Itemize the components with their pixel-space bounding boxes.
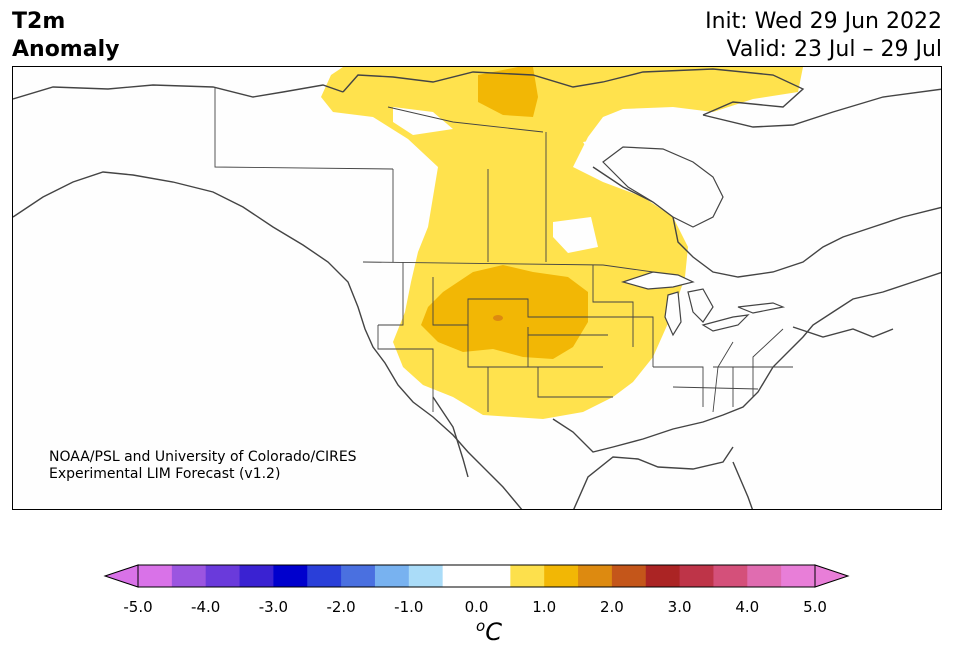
colorbar-cell [273,565,308,587]
colorbar-cell [713,565,748,587]
colorbar-cell [408,565,444,587]
colorbar-cell [239,565,274,587]
colorbar-cell [578,565,613,587]
colorbar-tick-label: 3.0 [667,598,692,616]
init-date: Init: Wed 29 Jun 2022 [705,9,942,34]
credit-line-1: NOAA/PSL and University of Colorado/CIRE… [49,449,357,465]
colorbar-cell [205,565,241,587]
hudson-bay [602,146,724,228]
anomaly-region-strong [493,315,503,321]
colorbar-cell [476,565,511,587]
colorbar-cell [645,565,681,587]
credit-line-2: Experimental LIM Forecast (v1.2) [49,466,281,482]
colorbar-tick-label: 2.0 [599,598,624,616]
colorbar-under-arrow [103,564,139,588]
borders [214,87,793,413]
colorbar-unit: oC [476,617,502,646]
degree-sup: o [476,617,486,635]
colorbar-cell [307,565,342,587]
colorbar-cell [138,565,173,587]
anomaly-gap [393,107,453,135]
colorbar-tick-label: -3.0 [258,598,289,616]
colorbar-border [137,564,816,588]
colorbar-tick-label: 5.0 [803,598,827,616]
coastlines [13,68,941,509]
title-line-1: T2m [12,9,66,34]
map-title: T2m Anomaly [12,8,119,64]
date-info: Init: Wed 29 Jun 2022 Valid: 23 Jul – 29… [705,8,942,64]
colorbar-tick-label: 0.0 [464,598,489,616]
colorbar-cell [611,565,647,587]
colorbar-cell [747,565,782,587]
colorbar-tick-label: -4.0 [191,598,221,616]
title-line-2: Anomaly [12,37,120,62]
colorbar-cell [679,565,714,587]
colorbar-cell [374,565,410,587]
colorbar-cell [341,565,376,587]
unit-letter: C [485,618,502,646]
colorbar-tick-label: -5.0 [123,598,153,616]
anomaly-gap [553,217,598,253]
colorbar-cells [138,565,816,587]
anomaly-region-medium [421,265,588,359]
anomaly-map [12,66,942,510]
colorbar-cell [442,565,477,587]
colorbar-cell [510,565,545,587]
colorbar-over-arrow [814,564,850,588]
colorbar-tick-label: 4.0 [735,598,760,616]
colorbar-cell [544,565,579,587]
colorbar-tick-label: -2.0 [326,598,356,616]
colorbar-cell [781,565,816,587]
colorbar [103,564,850,588]
map-canvas [13,67,941,509]
colorbar-cell [171,565,207,587]
anomaly-region-medium [478,67,538,117]
valid-date: Valid: 23 Jul – 29 Jul [726,37,942,62]
credit-text: NOAA/PSL and University of Colorado/CIRE… [49,449,357,483]
colorbar-tick-label: -1.0 [394,598,424,616]
great-lakes [620,271,786,337]
colorbar-tick-label: 1.0 [532,598,557,616]
